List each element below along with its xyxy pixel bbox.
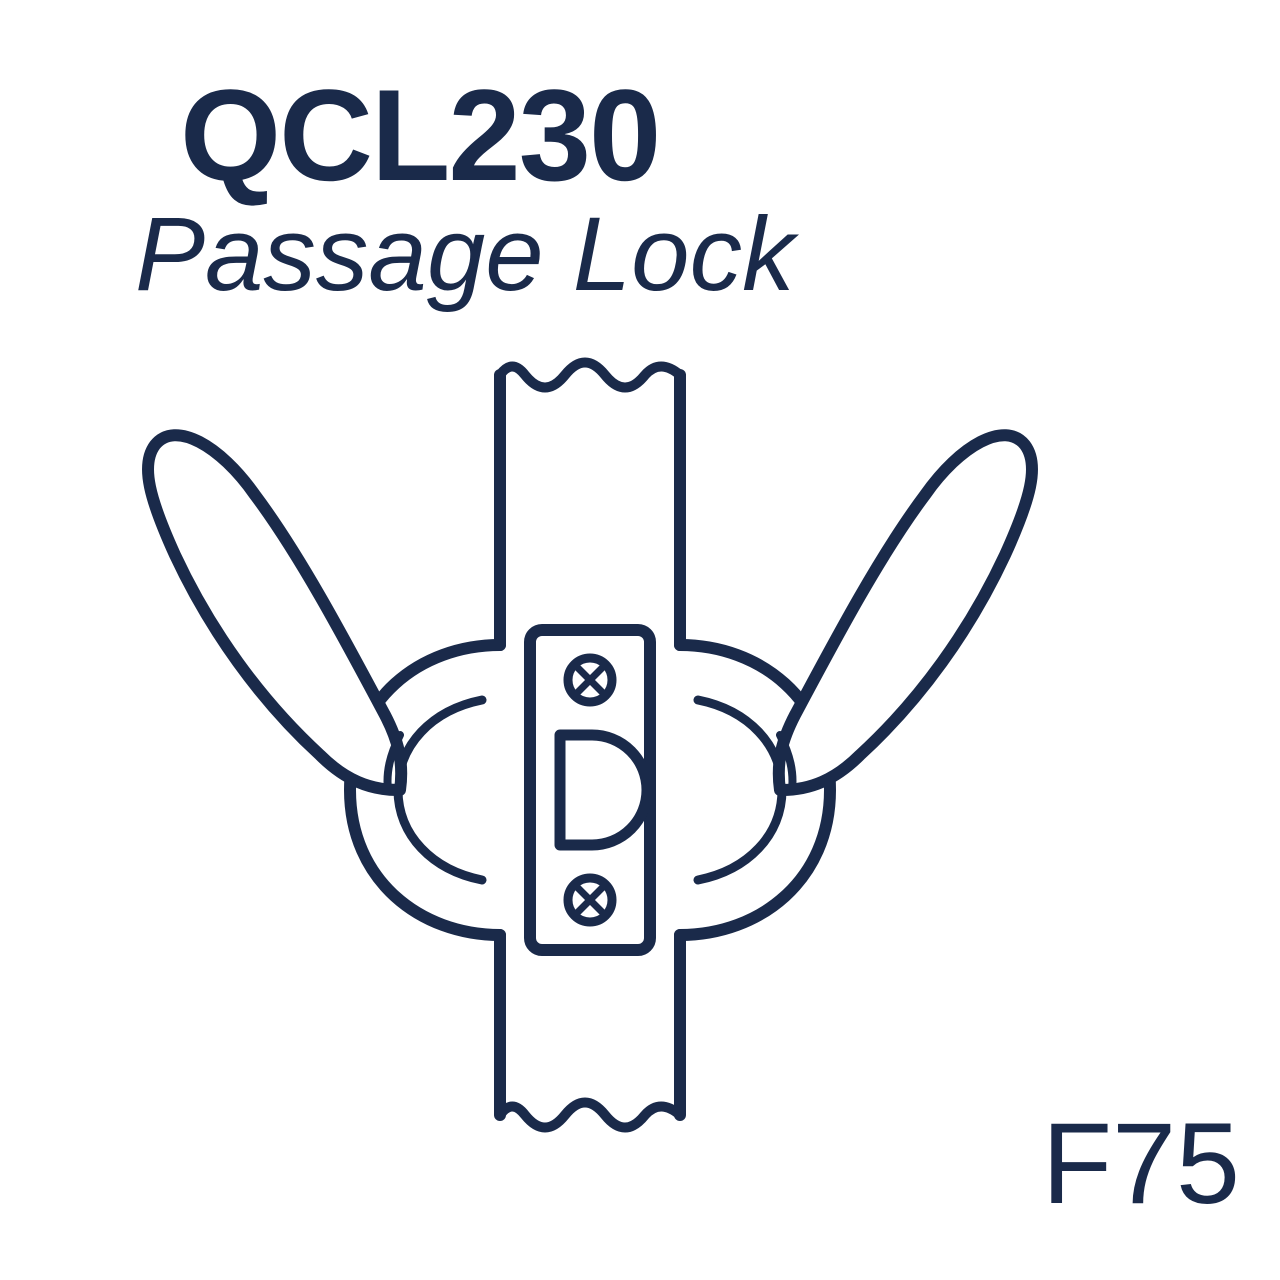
door-break-bottom	[500, 1103, 680, 1128]
door-break-top	[500, 363, 680, 388]
rose-right-inner	[698, 700, 782, 880]
latch-bolt-icon	[560, 735, 647, 845]
rose-left-inner	[398, 700, 482, 880]
lock-diagram	[0, 0, 1280, 1280]
lever-right	[779, 435, 1032, 790]
figure-canvas: QCL230 Passage Lock F75	[0, 0, 1280, 1280]
lever-left	[148, 435, 401, 790]
